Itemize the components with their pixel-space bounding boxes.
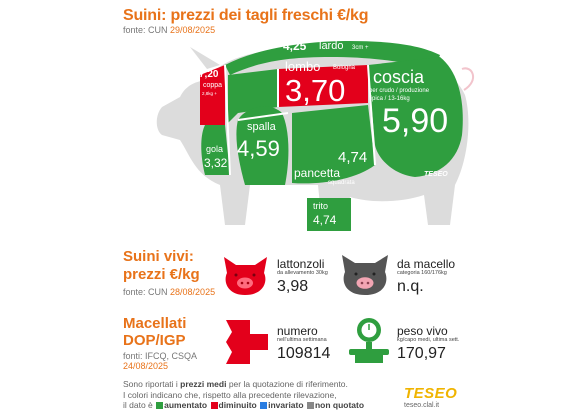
cut-lombo-side [228,69,278,123]
cut-coppa [200,65,225,125]
coppa-spec: 2,8kg + [202,91,217,96]
coscia-name: coscia [373,67,425,87]
cut-coscia [368,57,463,177]
diagram-watermark: TESEO [424,171,448,178]
trito-value: 4,74 [313,213,337,227]
source-line: fonte: CUN 29/08/2025 [123,25,216,35]
trito-box [307,198,351,231]
pig-head-grey-icon [342,255,388,295]
coscia-spec-2: tipica / 13-16kg [369,96,410,102]
footer-legend: il dato è aumentato diminuito invariato … [123,400,365,410]
coppa-name: coppa [203,82,223,89]
ham-icon [226,320,268,364]
dop-source: fonti: IFCQ, CSQA [123,351,198,361]
dop-date: 24/08/2025 [123,361,169,371]
scale-icon [349,318,389,363]
lombo-spec: Bologna [333,65,356,71]
page-title: Suini: prezzi dei tagli freschi €/kg [123,7,369,24]
spalla-value: 4,59 [237,136,280,161]
lardo-name: lardo [319,40,344,52]
source-date: 29/08/2025 [170,25,216,35]
cut-pancetta [292,105,375,184]
live-title-2: prezzi €/kg [123,266,200,283]
cut-spalla [236,106,289,185]
cut-lombo [278,65,368,107]
numero-value: 109814 [277,345,331,362]
coppa-value: 7,20 [199,69,219,80]
macello-value: n.q. [397,278,424,295]
peso-label: peso vivo [397,324,448,338]
macello-label: da macello [397,257,456,271]
gola-value: 3,32 [204,156,228,170]
footer-emphasis: prezzi medi [180,379,227,389]
lombo-value: 3,70 [285,73,346,108]
cut-lardo [225,41,440,75]
lattonzoli-label: lattonzoli [277,257,325,271]
numero-spec: nell'ultima settimana [277,337,327,343]
brand-logo: TESEO [404,385,458,402]
live-title-1: Suini vivi: [123,248,194,265]
lombo-name: lombo [285,59,321,74]
brand-url: teseo.clal.it [404,402,440,409]
legend-square-unchanged [260,402,268,409]
peso-value: 170,97 [397,345,446,362]
pig-head-red-icon [224,257,267,295]
legend-square-decreased [210,402,218,409]
dop-title-2: DOP/IGP [123,332,186,349]
legend-square-increased [156,402,164,409]
pancetta-value: 4,74 [338,149,368,166]
pancetta-spec: squadrata [328,180,355,186]
coscia-value: 5,90 [382,102,449,140]
macello-spec: categoria 160/176kg [397,270,447,276]
dop-title-1: Macellati [123,315,187,332]
peso-spec: kg/capo medi, ultima sett. [397,337,460,343]
live-source: fonte: CUN 28/08/2025 [123,287,216,297]
lattonzoli-spec: da allevamento 30kg [277,270,328,276]
coscia-spec-1: per crudo / produzione [369,88,430,94]
spalla-name: spalla [247,121,276,133]
trito-name: trito [313,201,329,211]
legend-square-not-quoted [306,402,314,409]
pig-tail [461,67,475,91]
pig-ear [190,47,220,69]
footer-note: Sono riportati i prezzi medi per la quot… [123,379,365,410]
gola-name: gola [206,144,224,154]
pancetta-name: pancetta [294,166,341,180]
lattonzoli-value: 3,98 [277,278,309,295]
lardo-spec: 3cm + [352,45,369,51]
pig-cuts-diagram [156,41,475,225]
lardo-value: 4,25 [283,39,307,53]
numero-label: numero [277,324,318,338]
cut-gola [201,125,230,175]
